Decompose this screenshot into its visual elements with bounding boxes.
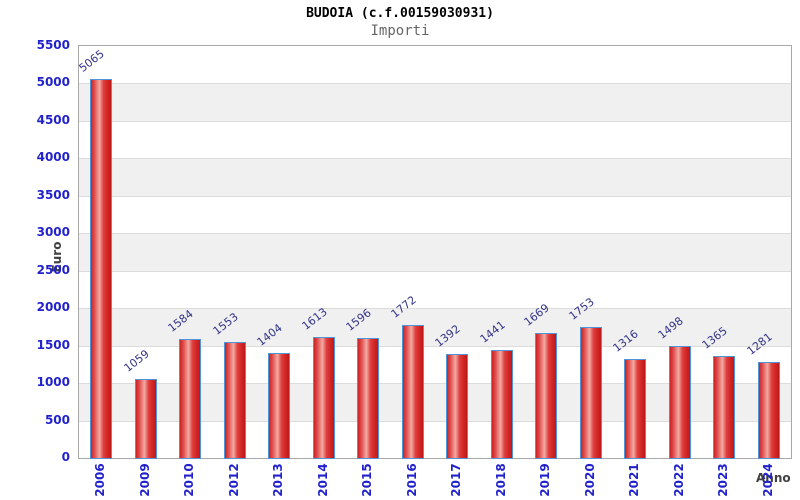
y-tick-label: 4000	[36, 150, 70, 165]
x-tick-label: 2019	[538, 463, 553, 497]
bar-2020	[579, 326, 602, 459]
bar-2015	[357, 338, 380, 459]
y-tick-label: 3500	[36, 187, 70, 202]
y-tick-label: 1500	[36, 337, 70, 352]
x-tick-label: 2023	[716, 463, 731, 497]
bar-2021	[624, 359, 647, 459]
x-tick-label: 2020	[582, 463, 597, 497]
background-band	[79, 158, 791, 196]
bar-2018	[490, 350, 513, 459]
x-axis-title: Anno	[756, 471, 791, 485]
bar-2023	[713, 355, 736, 459]
chart-title: BUDOIA (c.f.00159030931)	[306, 6, 494, 21]
y-tick-label: 4500	[36, 112, 70, 127]
x-tick-label: 2010	[182, 463, 197, 497]
bar-2016	[401, 325, 424, 459]
bar-2019	[535, 332, 558, 459]
bar-2006	[90, 78, 113, 459]
x-tick-label: 2021	[627, 463, 642, 497]
y-tick-label: 0	[61, 450, 70, 464]
gridline	[79, 308, 791, 310]
background-band	[79, 270, 791, 309]
chart-subtitle: Importi	[370, 23, 430, 39]
background-band	[79, 46, 791, 84]
x-tick-label: 2006	[93, 463, 108, 497]
gridline	[79, 420, 791, 422]
gridline	[79, 345, 791, 347]
y-tick-label: 500	[44, 412, 70, 427]
bar-2012	[223, 341, 246, 459]
x-tick-label: 2013	[271, 463, 286, 497]
y-tick-label: 1000	[36, 375, 70, 390]
x-tick-label: 2009	[137, 463, 152, 497]
x-tick-label: 2016	[404, 463, 419, 497]
bar-2010	[179, 339, 202, 459]
bar-2014	[312, 337, 335, 459]
x-tick-label: 2014	[315, 463, 330, 497]
gridline	[79, 158, 791, 160]
background-band	[79, 83, 791, 121]
x-tick-label: 2018	[493, 463, 508, 497]
gridline	[79, 383, 791, 385]
gridline	[79, 195, 791, 197]
bar-2024	[757, 362, 780, 459]
x-tick-label: 2015	[360, 463, 375, 497]
gridline	[79, 83, 791, 85]
y-tick-label: 5500	[36, 38, 70, 52]
x-tick-label: 2022	[671, 463, 686, 497]
x-tick-label: 2024	[760, 463, 775, 497]
background-band	[79, 233, 791, 271]
y-tick-label: 3000	[36, 225, 70, 240]
x-tick-label: 2012	[226, 463, 241, 497]
bar-2017	[446, 353, 469, 459]
bar-2022	[668, 345, 691, 459]
background-band	[79, 195, 791, 234]
gridline	[79, 120, 791, 122]
y-tick-label: 2500	[36, 262, 70, 277]
x-tick-label: 2017	[449, 463, 464, 497]
gridline	[79, 270, 791, 272]
bar-2013	[268, 352, 291, 459]
y-tick-label: 2000	[36, 300, 70, 315]
background-band	[79, 120, 791, 159]
y-tick-label: 5000	[36, 75, 70, 90]
plot-area: 5065 1059 1584 1553 1404 1613 1596 1772 1392 1441…	[77, 45, 792, 459]
bar-2009	[134, 378, 157, 459]
gridline	[79, 233, 791, 235]
